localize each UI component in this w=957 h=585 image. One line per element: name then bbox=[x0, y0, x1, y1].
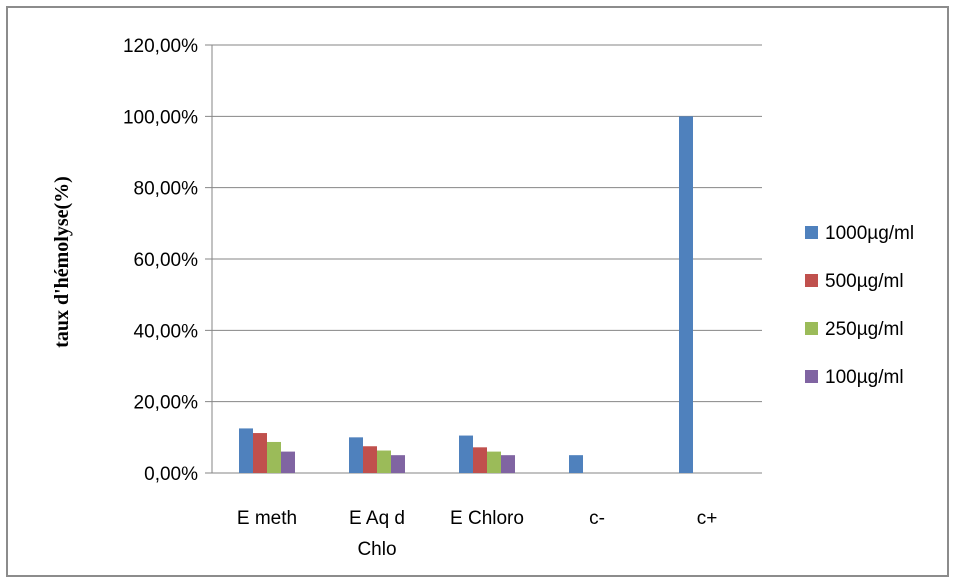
x-category-labels: E meth E Aq d Chlo E Chloro c-c+ bbox=[237, 508, 717, 560]
bar bbox=[363, 446, 377, 473]
y-tick-label: 60,00% bbox=[134, 250, 199, 271]
legend-swatch bbox=[805, 226, 818, 239]
x-category-label: Chlo bbox=[357, 539, 396, 560]
bar bbox=[391, 455, 405, 473]
bar bbox=[473, 447, 487, 473]
bar bbox=[679, 116, 693, 473]
y-tick-label: 40,00% bbox=[134, 321, 199, 342]
y-axis-label: taux d'hémolyse(%) bbox=[51, 176, 73, 348]
bar bbox=[501, 455, 515, 473]
chart-frame bbox=[6, 6, 949, 577]
x-category-label: E meth bbox=[237, 508, 297, 529]
y-tick-label: 0,00% bbox=[144, 464, 198, 485]
bar bbox=[349, 437, 363, 473]
legend-label: 1000µg/ml bbox=[825, 223, 914, 244]
grid-lines bbox=[205, 44, 762, 474]
bar bbox=[281, 451, 295, 473]
bar bbox=[239, 428, 253, 473]
x-category-label: E Chloro bbox=[450, 508, 524, 529]
legend-swatch bbox=[805, 322, 818, 335]
legend-label: 250µg/ml bbox=[825, 319, 904, 340]
bar bbox=[569, 455, 583, 473]
legend-label: 100µg/ml bbox=[825, 367, 904, 388]
y-tick-label: 20,00% bbox=[134, 393, 199, 414]
bar bbox=[459, 435, 473, 473]
bar bbox=[267, 441, 281, 473]
bar bbox=[377, 450, 391, 473]
x-category-label: c+ bbox=[697, 508, 718, 529]
legend-swatch bbox=[805, 370, 818, 383]
bar bbox=[487, 451, 501, 473]
y-tick-labels: 0,00% 20,00% 40,00% 60,00% 80,00% 100,00% 120,… bbox=[123, 36, 198, 485]
y-tick-label: 120,00% bbox=[123, 36, 198, 57]
bars bbox=[239, 116, 693, 473]
x-category-label: E Aq d bbox=[349, 508, 405, 529]
y-tick-label: 100,00% bbox=[123, 107, 198, 128]
x-category-label: c- bbox=[589, 508, 605, 529]
legend: 1000µg/ml 500µg/ml 250µg/ml 100µg/ml bbox=[805, 223, 914, 388]
bar bbox=[253, 433, 267, 473]
legend-swatch bbox=[805, 274, 818, 287]
y-tick-label: 80,00% bbox=[134, 179, 199, 200]
legend-label: 500µg/ml bbox=[825, 271, 904, 292]
